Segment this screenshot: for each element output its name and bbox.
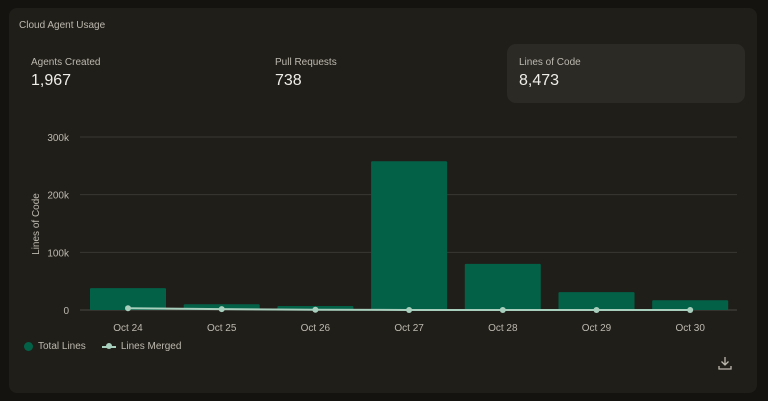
stat-value: 8,473 [519, 72, 560, 89]
line-point [125, 305, 131, 312]
stat-pull-requests[interactable]: Pull Requests 738 [263, 44, 501, 103]
stat-agents-created[interactable]: Agents Created 1,967 [19, 44, 257, 103]
card-title: Cloud Agent Usage [19, 20, 106, 31]
line-point [312, 306, 319, 313]
legend-swatch-line [101, 343, 116, 349]
line-point [218, 306, 225, 313]
stat-value: 1,967 [31, 72, 72, 89]
y-tick-label: 0 [63, 306, 69, 317]
legend-lines-merged[interactable]: Lines Merged [101, 341, 182, 352]
stat-label: Lines of Code [519, 57, 581, 68]
legend-swatch-bar [24, 342, 33, 351]
line-point [593, 307, 600, 313]
bar [652, 300, 729, 310]
line-point [499, 307, 506, 313]
line-point [687, 307, 694, 313]
legend-label: Total Lines [38, 341, 86, 352]
x-tick-label: Oct 27 [394, 323, 424, 334]
x-tick-label: Oct 28 [488, 323, 518, 334]
x-tick-label: Oct 30 [675, 323, 705, 334]
download-icon [718, 357, 732, 370]
y-tick-label: 100k [47, 248, 70, 259]
stat-lines-of-code[interactable]: Lines of Code 8,473 [507, 44, 745, 103]
legend: Total Lines Lines Merged [24, 341, 181, 352]
x-tick-label: Oct 26 [301, 323, 331, 334]
legend-label: Lines Merged [120, 341, 182, 352]
y-tick-label: 300k [47, 133, 70, 144]
y-tick-label: 200k [47, 191, 70, 202]
y-axis-label: Lines of Code [31, 193, 42, 255]
line-point [406, 307, 413, 313]
legend-total-lines[interactable]: Total Lines [24, 341, 86, 352]
x-tick-label: Oct 24 [113, 323, 143, 334]
bar [558, 292, 635, 310]
bar [371, 161, 448, 310]
stat-value: 738 [275, 72, 302, 89]
stat-label: Agents Created [31, 57, 101, 68]
stat-label: Pull Requests [275, 57, 337, 68]
x-tick-label: Oct 25 [207, 323, 237, 334]
bar [90, 288, 166, 310]
download-button[interactable] [716, 354, 734, 372]
x-tick-label: Oct 29 [582, 323, 612, 334]
bar [464, 263, 541, 310]
